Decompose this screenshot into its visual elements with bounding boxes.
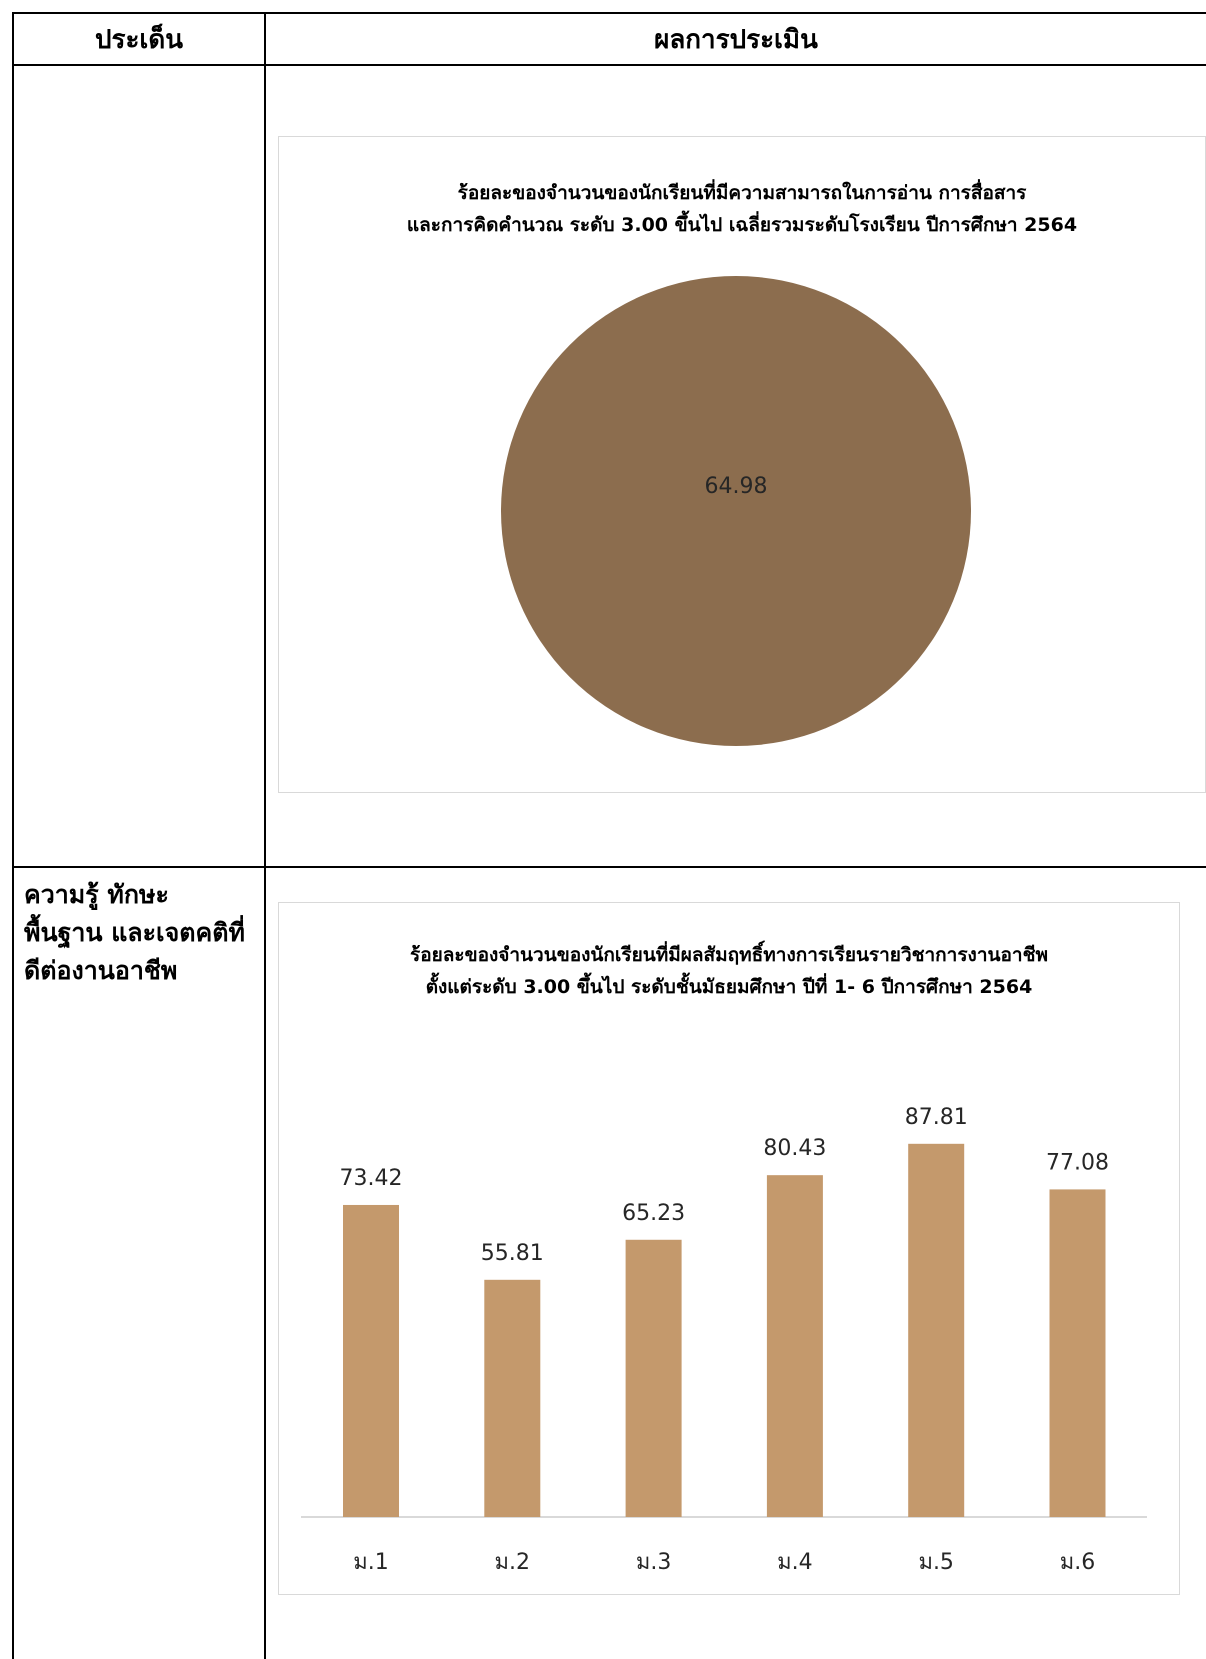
column-divider bbox=[264, 12, 266, 1659]
pie-slice bbox=[501, 276, 971, 746]
pie-chart-title: ร้อยละของจำนวนของนักเรียนที่มีความสามารถ… bbox=[279, 177, 1205, 241]
bar-data-label: 65.23 bbox=[622, 1201, 685, 1226]
pie-chart-reading-communication: ร้อยละของจำนวนของนักเรียนที่มีความสามารถ… bbox=[278, 136, 1206, 793]
header-divider bbox=[12, 64, 1206, 66]
bar-data-label: 87.81 bbox=[905, 1105, 968, 1130]
bar-chart-plot: 73.42 ม.1 55.81 ม.2 65.23 ม.3 80.43 ม.4 87.81 ม.5… bbox=[301, 1105, 1147, 1575]
x-tick-label: ม.6 bbox=[1060, 1550, 1096, 1575]
bar-data-label: 77.08 bbox=[1046, 1150, 1109, 1175]
bar bbox=[908, 1143, 965, 1517]
x-tick-label: ม.5 bbox=[918, 1550, 954, 1575]
bar bbox=[766, 1175, 823, 1517]
pie-data-label: 64.98 bbox=[705, 474, 768, 499]
issue-line: พื้นฐาน และเจตคติที่ bbox=[24, 918, 245, 947]
x-tick-label: ม.3 bbox=[636, 1550, 672, 1575]
bar-chart-title-line: ร้อยละของจำนวนของนักเรียนที่มีผลสัมฤทธิ์… bbox=[409, 944, 1048, 966]
pie-chart-title-line: และการคิดคำนวณ ระดับ 3.00 ขึ้นไป เฉลี่ยร… bbox=[406, 214, 1078, 236]
pie-chart-plot: 64.98 bbox=[501, 276, 971, 746]
bar bbox=[343, 1204, 399, 1517]
pie-chart-title-line: ร้อยละของจำนวนของนักเรียนที่มีความสามารถ… bbox=[457, 182, 1027, 204]
assessment-table bbox=[12, 12, 1206, 1659]
bar bbox=[484, 1279, 541, 1517]
bar-data-label: 73.42 bbox=[340, 1166, 403, 1191]
issue-line: ดีต่องานอาชีพ bbox=[24, 956, 178, 985]
issue-line: ความรู้ ทักษะ bbox=[24, 880, 169, 909]
bar-chart-title-line: ตั้งแต่ระดับ 3.00 ขึ้นไป ระดับชั้นมัธยมศ… bbox=[425, 976, 1033, 998]
bar-data-label: 55.81 bbox=[481, 1241, 544, 1266]
bar-chart-occupation-subject: ร้อยละของจำนวนของนักเรียนที่มีผลสัมฤทธิ์… bbox=[278, 902, 1180, 1595]
header-issue: ประเด็น bbox=[95, 24, 183, 55]
issue-cell-knowledge-skills: ความรู้ ทักษะ พื้นฐาน และเจตคติที่ ดีต่อ… bbox=[24, 876, 260, 990]
bar bbox=[1049, 1189, 1106, 1517]
row-divider bbox=[12, 866, 1206, 868]
x-tick-label: ม.4 bbox=[777, 1550, 813, 1575]
x-tick-label: ม.2 bbox=[495, 1550, 531, 1575]
x-tick-label: ม.1 bbox=[353, 1550, 389, 1575]
header-result: ผลการประเมิน bbox=[654, 24, 818, 55]
bar bbox=[625, 1239, 682, 1517]
bar-chart-title: ร้อยละของจำนวนของนักเรียนที่มีผลสัมฤทธิ์… bbox=[279, 939, 1179, 1003]
bar-data-label: 80.43 bbox=[763, 1136, 826, 1161]
